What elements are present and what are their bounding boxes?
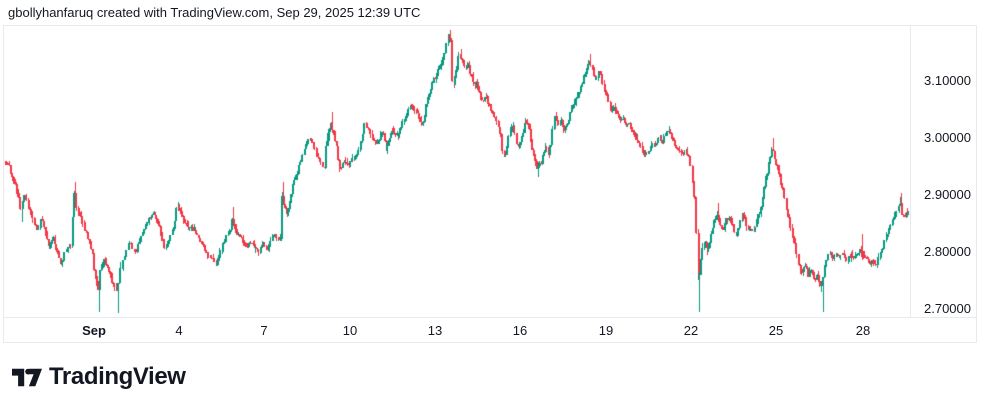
price-tick-label: 3.10000: [924, 72, 971, 88]
time-tick-label: 16: [512, 323, 528, 338]
time-tick-label: 10: [342, 323, 358, 338]
price-tick-label: 2.80000: [924, 244, 971, 260]
brand-text: TradingView: [49, 363, 186, 390]
tradingview-logo[interactable]: TradingView: [12, 364, 186, 390]
price-axis[interactable]: 3.10000 3.00000 2.90000 2.80000 2.70000: [910, 26, 977, 317]
time-axis[interactable]: Sep 4 7 10 13 16 19 22 25 28: [4, 317, 976, 343]
time-tick-label: 22: [683, 323, 699, 338]
time-tick-label: 7: [260, 323, 268, 338]
tradingview-logomark-icon: [12, 368, 42, 387]
time-tick-label: 25: [768, 323, 784, 338]
time-tick-label: 13: [427, 323, 443, 338]
time-tick-label: Sep: [82, 323, 106, 338]
chart-frame: 3.10000 3.00000 2.90000 2.80000 2.70000 Sep 4…: [3, 25, 977, 343]
candlestick-chart-pane[interactable]: [4, 26, 910, 317]
price-tick-label: 3.00000: [924, 129, 971, 145]
time-tick-label: 4: [175, 323, 183, 338]
time-tick-label: 28: [855, 323, 871, 338]
price-tick-label: 2.90000: [924, 187, 971, 202]
attribution-text: gbollyhanfaruq created with TradingView.…: [8, 5, 421, 20]
time-tick-label: 19: [598, 323, 614, 338]
price-tick-label: 2.70000: [924, 301, 971, 317]
